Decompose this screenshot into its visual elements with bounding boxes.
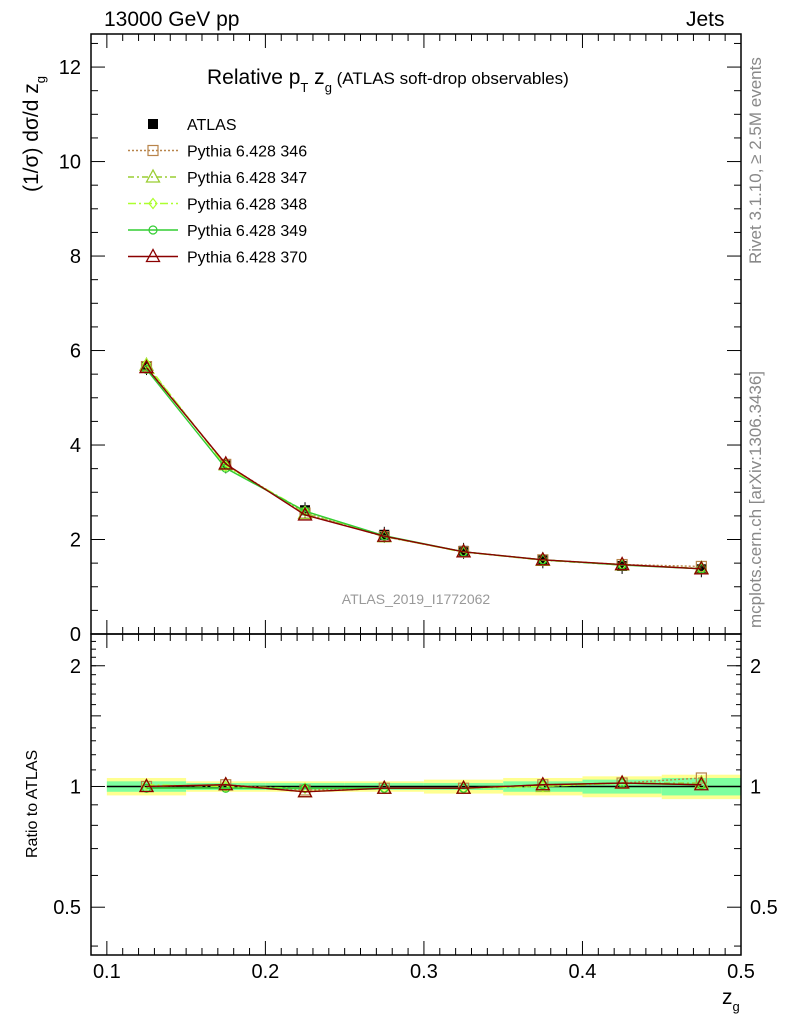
legend-label-p349: Pythia 6.428 349 — [187, 223, 307, 240]
main-y-axis-label: (1/σ) dσ/d zg — [20, 76, 48, 192]
atlas-data-point — [617, 560, 628, 571]
x-tick-label: 0.4 — [569, 961, 597, 983]
main-y-tick-label: 8 — [70, 246, 81, 268]
header-left: 13000 GeV pp — [104, 8, 240, 31]
series-point-p370 — [614, 556, 630, 571]
main-y-tick-label: 4 — [70, 435, 81, 457]
main-y-tick-label: 6 — [70, 341, 81, 363]
main-y-tick-label: 12 — [59, 57, 81, 79]
series-point-p370 — [376, 527, 392, 542]
main-y-tick-label: 10 — [59, 152, 81, 174]
atlas-data-point — [458, 545, 469, 556]
series-point-p370 — [297, 506, 313, 521]
legend-marker-p348 — [148, 197, 158, 210]
ratio-y-tick-label-right: 2 — [750, 656, 761, 678]
atlas-data-point — [379, 529, 390, 540]
ratio-point-p349 — [141, 783, 152, 793]
series-point-p370 — [218, 455, 234, 470]
ratio-point-p370 — [455, 779, 472, 794]
svg-text:Relative pT zg (ATLAS soft-dro: Relative pT zg (ATLAS soft-drop observab… — [207, 66, 569, 95]
series-line-p370 — [145, 367, 702, 570]
x-tick-label: 0.2 — [251, 961, 279, 983]
x-tick-label: 0.1 — [93, 961, 121, 983]
header-right: Jets — [686, 8, 725, 31]
atlas-data-point — [696, 564, 707, 575]
ratio-point-p370 — [138, 778, 155, 793]
ratio-point-p370 — [297, 783, 313, 798]
legend-marker-p346 — [147, 144, 159, 157]
legend-label-p370: Pythia 6.428 370 — [187, 250, 307, 267]
legend-marker-atlas — [148, 119, 158, 129]
ratio-plot-frame — [90, 633, 742, 956]
analysis-watermark: ATLAS_2019_I1772062 — [342, 591, 491, 607]
svg-text:(1/σ) dσ/d zg: (1/σ) dσ/d zg — [20, 76, 48, 192]
x-tick-label: 0.5 — [727, 961, 755, 983]
series-point-p370 — [693, 560, 709, 575]
ratio-point-p370 — [614, 774, 630, 789]
ratio-point-p370 — [693, 776, 709, 791]
x-tick-label: 0.3 — [410, 961, 438, 983]
ratio-y-tick-label-left: 2 — [70, 656, 81, 678]
series-point-p370 — [138, 359, 155, 374]
legend-label-p346: Pythia 6.428 346 — [187, 144, 307, 161]
ratio-point-p370 — [376, 779, 392, 794]
series-point-p349 — [141, 364, 152, 375]
atlas-data-point — [300, 505, 311, 516]
main-title: Relative pT zg (ATLAS soft-drop observab… — [207, 66, 569, 95]
main-y-tick-label: 0 — [70, 624, 81, 646]
svg-text:Ratio to ATLAS: Ratio to ATLAS — [24, 750, 41, 858]
ratio-point-p348 — [300, 782, 310, 795]
legend-marker-p370 — [145, 248, 161, 263]
ratio-y-tick-label-right: 1 — [750, 776, 761, 798]
legend-label-atlas: ATLAS — [187, 117, 237, 134]
legend-marker-p349 — [148, 225, 158, 235]
series-point-p348 — [141, 357, 152, 370]
ratio-point-p370 — [218, 776, 234, 791]
series-point-p370 — [535, 551, 551, 566]
ratio-y-axis-label: Ratio to ATLAS — [24, 750, 41, 858]
ratio-y-tick-label-left: 0.5 — [53, 897, 81, 919]
legend-label-p347: Pythia 6.428 347 — [187, 170, 307, 187]
series-point-p370 — [455, 543, 472, 558]
legend-label-p348: Pythia 6.428 348 — [187, 197, 307, 214]
x-axis-label: zg — [722, 986, 740, 1014]
ratio-y-tick-label-left: 1 — [70, 776, 81, 798]
main-y-tick-label: 2 — [70, 530, 81, 552]
legend-marker-p347 — [145, 168, 161, 183]
ratio-line-p370 — [146, 782, 702, 793]
svg-text:zg: zg — [722, 986, 740, 1014]
ratio-point-p370 — [535, 776, 551, 791]
ratio-y-tick-label-right: 0.5 — [750, 897, 778, 919]
